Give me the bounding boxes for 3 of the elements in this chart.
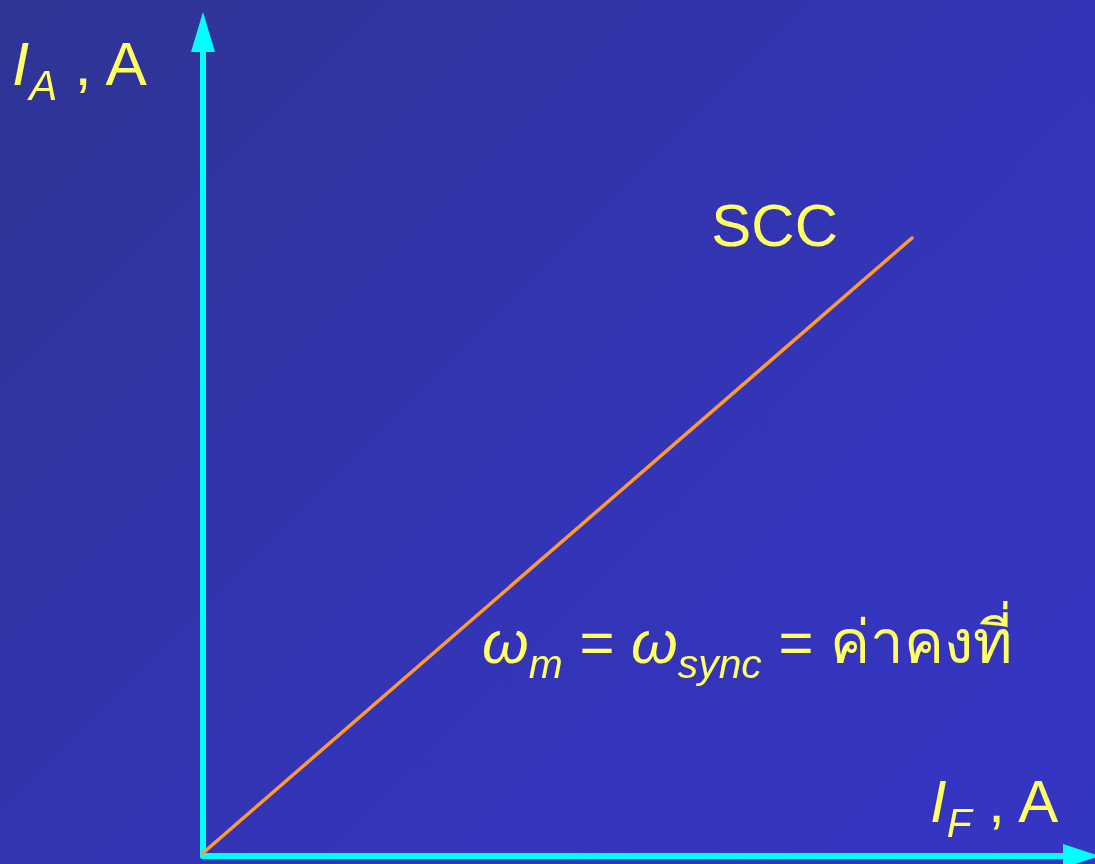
x-axis-title: I$_{F}$ , A xyxy=(930,768,1059,846)
series-label: SCC xyxy=(711,191,838,259)
y-axis-title: I$_{A}$ , A xyxy=(12,29,147,110)
